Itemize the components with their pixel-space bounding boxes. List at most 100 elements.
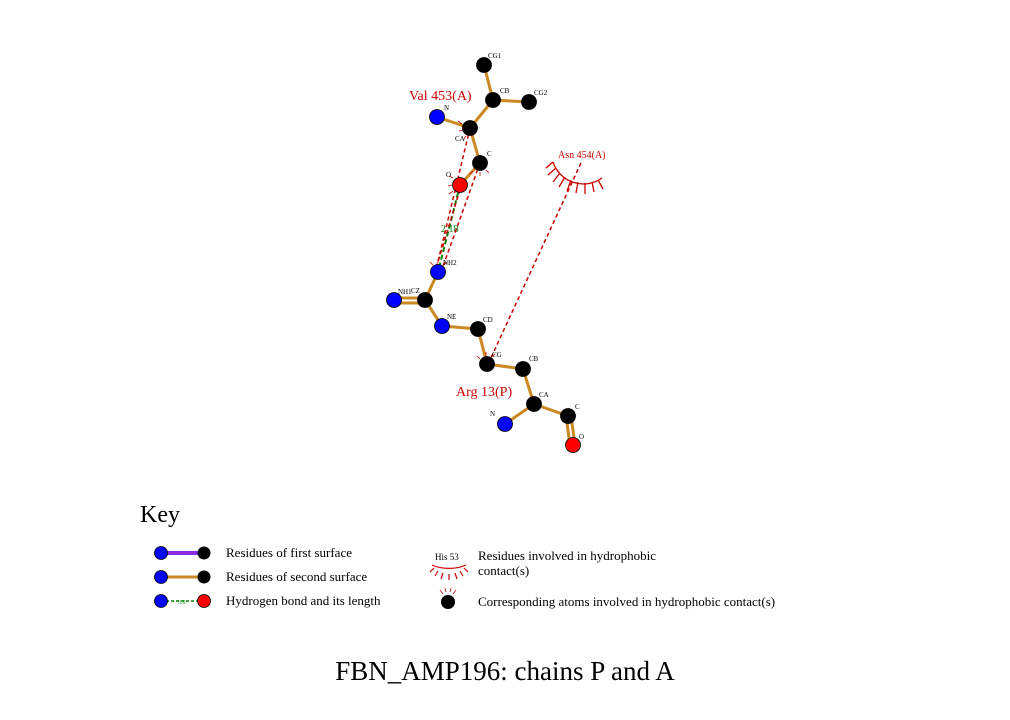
mark xyxy=(439,589,444,595)
hbond-line xyxy=(437,184,461,273)
asn-spike xyxy=(545,161,554,169)
key-spike xyxy=(429,567,435,573)
mark xyxy=(458,129,464,132)
key-hydrophobic-line2: contact(s) xyxy=(478,563,529,578)
atom-label: N xyxy=(444,104,449,112)
atom-oxygen xyxy=(452,177,468,193)
contact-c-nh2 xyxy=(440,162,481,273)
mark xyxy=(443,261,448,266)
atom-label: O xyxy=(579,433,584,441)
key-spike xyxy=(454,572,458,580)
mark xyxy=(429,261,434,266)
atom-nitrogen xyxy=(430,264,446,280)
key-first-surface-label: Residues of first surface xyxy=(226,545,352,560)
key-spike xyxy=(440,572,444,580)
atom-label: CB xyxy=(529,355,539,363)
mark xyxy=(476,355,481,360)
atom-carbon xyxy=(526,396,542,412)
atom-label: C xyxy=(487,150,492,158)
atom-carbon xyxy=(485,92,501,108)
mark xyxy=(448,190,454,195)
asn-spike xyxy=(597,179,604,190)
mark xyxy=(457,120,463,125)
hydrophobic-contacts xyxy=(433,127,582,363)
atom-carbon xyxy=(462,120,478,136)
atom-hydrophobic-marks xyxy=(429,120,496,360)
atom-nitrogen xyxy=(154,570,168,584)
residue-label-val: Val 453(A) xyxy=(409,89,472,104)
key-second-surface: Residues of second surface xyxy=(154,569,367,584)
asn-spike xyxy=(566,179,572,192)
atom-oxygen xyxy=(565,437,581,453)
contact-o-nh2 xyxy=(433,182,463,276)
atom-label: NH2 xyxy=(443,259,457,267)
atom-carbon xyxy=(515,361,531,377)
mark xyxy=(449,587,452,593)
figure-caption: FBN_AMP196: chains P and A xyxy=(335,656,675,686)
atom-carbon xyxy=(417,292,433,308)
key-second-surface-label: Residues of second surface xyxy=(226,569,367,584)
atom-nitrogen xyxy=(386,292,402,308)
atom-nitrogen xyxy=(429,109,445,125)
asn-arc xyxy=(552,161,603,185)
key-hydrophobic-arc xyxy=(429,564,469,580)
key: Key Residues of first surface Residues o… xyxy=(140,502,775,609)
atom-label: CA xyxy=(539,391,549,399)
atom-nitrogen xyxy=(154,594,168,608)
residue-label-asn: Asn 454(A) xyxy=(558,150,606,161)
atom-label: NE xyxy=(447,313,456,321)
atom-label: CG1 xyxy=(488,52,502,60)
asn-spike xyxy=(591,181,595,193)
val-atoms xyxy=(429,57,537,193)
mark xyxy=(444,587,447,593)
asn-hydrophobic-arc xyxy=(545,161,604,194)
atom-label: N xyxy=(490,410,495,418)
hbond-length-label: 2.18 xyxy=(441,224,459,235)
atom-carbon xyxy=(472,155,488,171)
atom-label: CG xyxy=(492,351,502,359)
key-arc xyxy=(431,564,467,569)
atom-oxygen xyxy=(197,594,211,608)
key-hydrophobic-line1: Residues involved in hydrophobic xyxy=(478,548,656,563)
mark xyxy=(447,184,453,187)
atom-label: CD xyxy=(483,316,493,324)
key-spike xyxy=(434,570,439,577)
mark xyxy=(463,135,467,140)
asn-spike xyxy=(575,181,579,194)
key-first-surface: Residues of first surface xyxy=(154,545,352,560)
mark xyxy=(485,169,490,174)
key-hydrophobic-sample: His 53 xyxy=(435,552,459,562)
key-hydrophobic-residue: His 53 Residues involved in hydrophobic … xyxy=(429,548,656,580)
atom-label: CB xyxy=(500,87,510,95)
atom-nitrogen xyxy=(434,318,450,334)
contact-asn-cg xyxy=(488,162,582,363)
atom-label: CZ xyxy=(411,287,420,295)
key-title: Key xyxy=(140,502,180,528)
atom-carbon xyxy=(197,570,211,584)
atom-carbon xyxy=(479,356,495,372)
mark xyxy=(469,170,474,175)
key-hydrophobic-atoms-label: Corresponding atoms involved in hydropho… xyxy=(478,594,775,609)
atom-carbon xyxy=(197,546,211,560)
atom-nitrogen xyxy=(154,546,168,560)
atom-label: O xyxy=(446,171,451,179)
asn-spike xyxy=(558,176,566,188)
atom-label: C xyxy=(575,403,580,411)
mark xyxy=(491,353,496,358)
key-hbond-sample: 3.0 xyxy=(178,600,186,606)
residue-label-arg: Arg 13(P) xyxy=(456,385,512,400)
atom-carbon xyxy=(560,408,576,424)
asn-spike xyxy=(552,172,561,183)
key-hbond-label: Hydrogen bond and its length xyxy=(226,593,381,608)
mark xyxy=(452,589,457,595)
atom-label: NH1 xyxy=(398,288,412,296)
atom-labels: CG1 CB CG2 N CA C O NH2 NH1 CZ NE CD CG … xyxy=(398,52,584,441)
atom-label: CA xyxy=(455,135,465,143)
key-spike xyxy=(463,567,469,573)
atom-label: CG2 xyxy=(534,89,548,97)
asn-spike xyxy=(547,167,557,176)
arg-atoms xyxy=(386,264,581,453)
atom-carbon xyxy=(521,94,537,110)
key-spike xyxy=(459,570,464,577)
